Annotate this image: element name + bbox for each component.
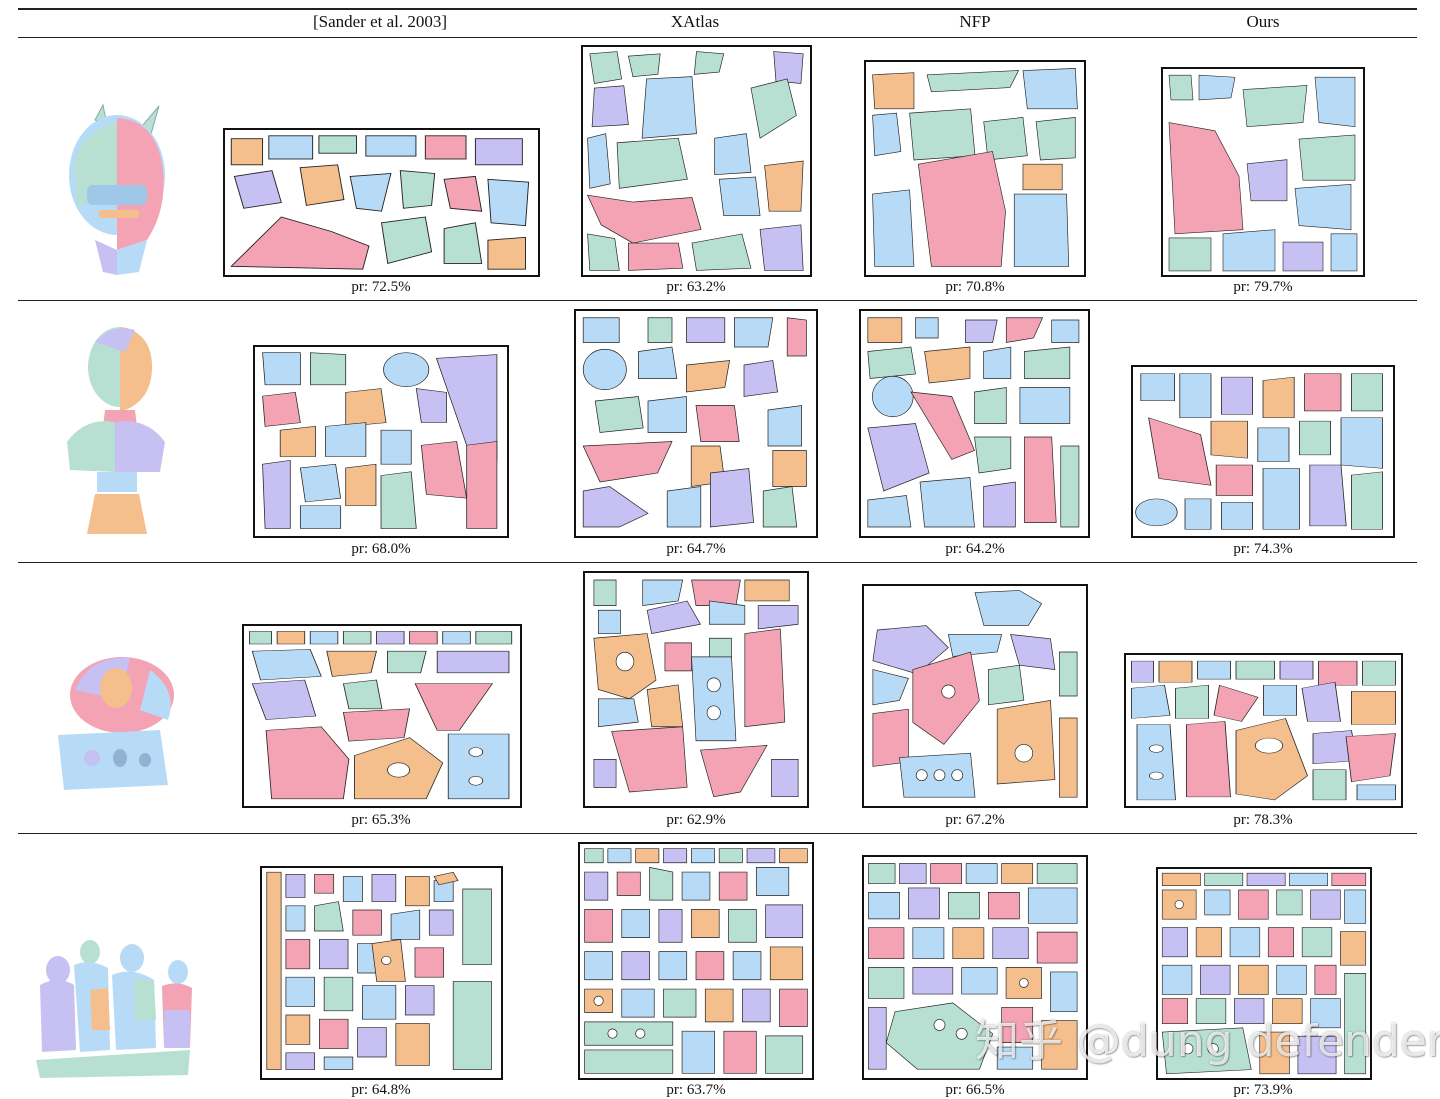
caption-sander-row2: pr: 68.0% <box>351 541 411 557</box>
atlas-nfp-row1 <box>864 60 1086 277</box>
atlas-sander-row2 <box>253 345 509 538</box>
column-header-ours: Ours <box>1246 12 1280 31</box>
model-thumbnail-devil-head <box>55 100 175 280</box>
caption-xatlas-row4: pr: 63.7% <box>666 1082 726 1098</box>
caption-ours-row2: pr: 74.3% <box>1233 541 1293 557</box>
atlas-sander-row1 <box>223 128 540 277</box>
row-rule-3 <box>18 833 1417 834</box>
atlas-sander-row4 <box>260 866 503 1080</box>
model-thumbnail-bunny-block <box>50 640 180 800</box>
atlas-ours-row1 <box>1161 67 1365 277</box>
atlas-nfp-row3 <box>862 584 1088 808</box>
caption-sander-row1: pr: 72.5% <box>351 279 411 295</box>
atlas-sander-row3 <box>242 624 522 808</box>
caption-ours-row3: pr: 78.3% <box>1233 812 1293 828</box>
atlas-xatlas-row4 <box>578 842 814 1080</box>
atlas-nfp-row4 <box>862 855 1088 1080</box>
watermark: 知乎 @dung defender <box>975 1016 1440 1067</box>
caption-ours-row4: pr: 73.9% <box>1233 1082 1293 1098</box>
atlas-xatlas-row3 <box>583 571 809 808</box>
column-header-nfp: NFP <box>959 12 991 31</box>
caption-xatlas-row1: pr: 63.2% <box>666 279 726 295</box>
model-thumbnail-bust <box>55 322 175 540</box>
caption-sander-row4: pr: 64.8% <box>351 1082 411 1098</box>
caption-sander-row3: pr: 65.3% <box>351 812 411 828</box>
caption-nfp-row4: pr: 66.5% <box>945 1082 1005 1098</box>
atlas-nfp-row2 <box>859 309 1090 538</box>
column-header-sander: [Sander et al. 2003] <box>312 12 448 31</box>
atlas-ours-row4 <box>1156 867 1372 1080</box>
caption-nfp-row2: pr: 64.2% <box>945 541 1005 557</box>
row-rule-1 <box>18 300 1417 301</box>
caption-ours-row1: pr: 79.7% <box>1233 279 1293 295</box>
top-rule-thick <box>18 8 1417 10</box>
atlas-ours-row3 <box>1124 653 1403 808</box>
row-rule-2 <box>18 562 1417 563</box>
column-header-xatlas: XAtlas <box>670 12 720 31</box>
header-rule <box>18 37 1417 38</box>
caption-xatlas-row2: pr: 64.7% <box>666 541 726 557</box>
model-thumbnail-group-statue <box>30 930 195 1080</box>
atlas-xatlas-row2 <box>574 309 818 538</box>
atlas-xatlas-row1 <box>581 45 812 277</box>
atlas-ours-row2 <box>1131 365 1395 538</box>
caption-xatlas-row3: pr: 62.9% <box>666 812 726 828</box>
caption-nfp-row3: pr: 67.2% <box>945 812 1005 828</box>
caption-nfp-row1: pr: 70.8% <box>945 279 1005 295</box>
